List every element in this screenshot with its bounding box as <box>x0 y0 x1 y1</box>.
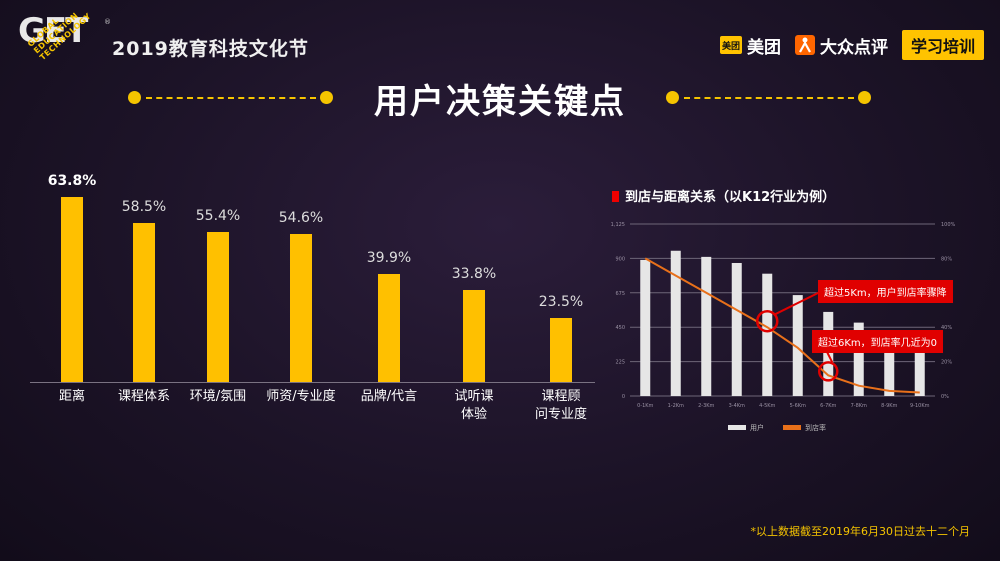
bar-category-label: 师资/专业度 <box>266 389 336 404</box>
user-bar <box>731 262 742 396</box>
callout-connector <box>774 291 821 316</box>
logo-trademark: ® <box>104 18 111 26</box>
bar <box>207 231 229 382</box>
brand-bar: 美团 美团 大众点评 学习培训 <box>719 30 984 60</box>
legend-label-users: 用户 <box>750 423 764 432</box>
title-decoration-left <box>128 91 333 104</box>
bar-value-label: 23.5% <box>538 294 584 311</box>
x-tick-label: 9-10Km <box>910 403 930 409</box>
x-tick-label: 8-9Km <box>881 403 897 409</box>
bar-value-label: 39.9% <box>366 249 412 266</box>
legend-swatch-arrival <box>783 425 801 430</box>
bar-value-label: 58.5% <box>121 199 167 216</box>
page-title: 用户决策关键点 <box>374 82 626 122</box>
bar-category-label: 距离 <box>58 389 85 404</box>
x-tick-label: 2-3Km <box>698 403 714 409</box>
festival-title: 2019教育科技文化节 <box>112 38 309 60</box>
y-tick-label: 675 <box>615 291 625 297</box>
bar-value-label: 33.8% <box>451 266 497 283</box>
deco-dot <box>858 91 871 104</box>
distance-chart-svg: 00%22520%45040%67560%90080%1,125100%0-1K… <box>611 222 956 432</box>
dianping-glyph-icon <box>799 37 811 53</box>
bar-value-label: 54.6% <box>278 209 324 226</box>
highlight-circle <box>818 361 839 382</box>
title-decoration-right <box>666 91 871 104</box>
x-tick-label: 7-8Km <box>851 403 867 409</box>
legend-swatch-users <box>728 425 746 430</box>
x-tick-label: 4-5Km <box>759 403 775 409</box>
y-tick-label: 900 <box>615 256 625 262</box>
distance-chart: 00%22520%45040%67560%90080%1,125100%0-1K… <box>600 210 980 450</box>
user-bar <box>670 250 681 396</box>
user-bar <box>914 331 925 396</box>
y-tick-label: 225 <box>615 360 625 366</box>
meituan-logo-icon: 美团 <box>719 36 742 54</box>
callout-6km: 超过6Km，到店率几近为0 <box>812 330 944 353</box>
y2-tick-label: 80% <box>941 256 952 262</box>
category-tag: 学习培训 <box>901 30 984 60</box>
brand-dianping: 大众点评 <box>819 37 888 58</box>
bar <box>61 196 83 382</box>
distance-chart-title: 到店与距离关系（以K12行业为例） <box>612 186 835 205</box>
deco-dot <box>320 91 333 104</box>
user-bar <box>884 330 895 396</box>
highlight-circle <box>756 309 779 333</box>
y-tick-label: 1,125 <box>611 222 625 228</box>
bar-category-label: 课程顾 问专业度 <box>534 389 587 422</box>
chart-baseline <box>30 382 595 383</box>
logo-text: GET <box>18 11 88 51</box>
y-tick-label: 450 <box>615 325 625 331</box>
deco-dot <box>128 91 141 104</box>
callout-5km: 超过5Km，用户到店率骤降 <box>818 280 953 303</box>
deco-dot <box>666 91 679 104</box>
x-tick-label: 1-2Km <box>668 403 684 409</box>
decision-factors-chart: 63.8% 距离 58.5% 课程体系 55.4% 环境/氛围 54.6% 师资/专业度 39.… <box>0 160 610 440</box>
user-bar <box>762 273 773 396</box>
x-tick-label: 5-6Km <box>790 403 806 409</box>
get-logo: GET ® GLOBAL EDUCATION TECHNOLOGY <box>18 11 111 84</box>
brand-meituan: 美团 <box>746 37 781 58</box>
bar <box>133 223 155 382</box>
bar-value-label: 63.8% <box>47 172 97 189</box>
x-tick-label: 0-1Km <box>637 403 653 409</box>
user-bar <box>853 322 864 396</box>
arrival-rate-line <box>644 257 920 394</box>
deco-line <box>146 97 316 99</box>
bar-category-label: 环境/氛围 <box>189 389 247 404</box>
bar <box>290 233 312 382</box>
bar <box>550 318 572 382</box>
bar-value-label: 55.4% <box>195 207 241 224</box>
user-bar <box>701 256 712 396</box>
user-bar <box>792 295 803 396</box>
dianping-logo-icon <box>794 35 815 55</box>
bar-category-label: 品牌/代言 <box>360 389 418 404</box>
y2-tick-label: 20% <box>941 360 952 366</box>
y-tick-label: 0 <box>622 394 625 400</box>
legend-label-arrival: 到店率 <box>805 423 826 432</box>
title-marker-icon <box>612 191 619 202</box>
y2-tick-label: 0% <box>941 394 949 400</box>
bar <box>463 290 485 382</box>
user-bar <box>640 259 651 396</box>
bar-category-label: 课程体系 <box>117 389 170 404</box>
bar <box>378 273 400 382</box>
y2-tick-label: 100% <box>941 222 956 228</box>
y2-tick-label: 40% <box>941 325 952 331</box>
x-tick-label: 3-4Km <box>729 403 745 409</box>
bar-category-label: 试听课 体验 <box>454 389 494 422</box>
x-tick-label: 6-7Km <box>820 403 836 409</box>
deco-line <box>684 97 854 99</box>
footnote: *以上数据截至2019年6月30日过去十二个月 <box>750 525 971 538</box>
distance-chart-title-text: 到店与距离关系（以K12行业为例） <box>625 190 836 205</box>
